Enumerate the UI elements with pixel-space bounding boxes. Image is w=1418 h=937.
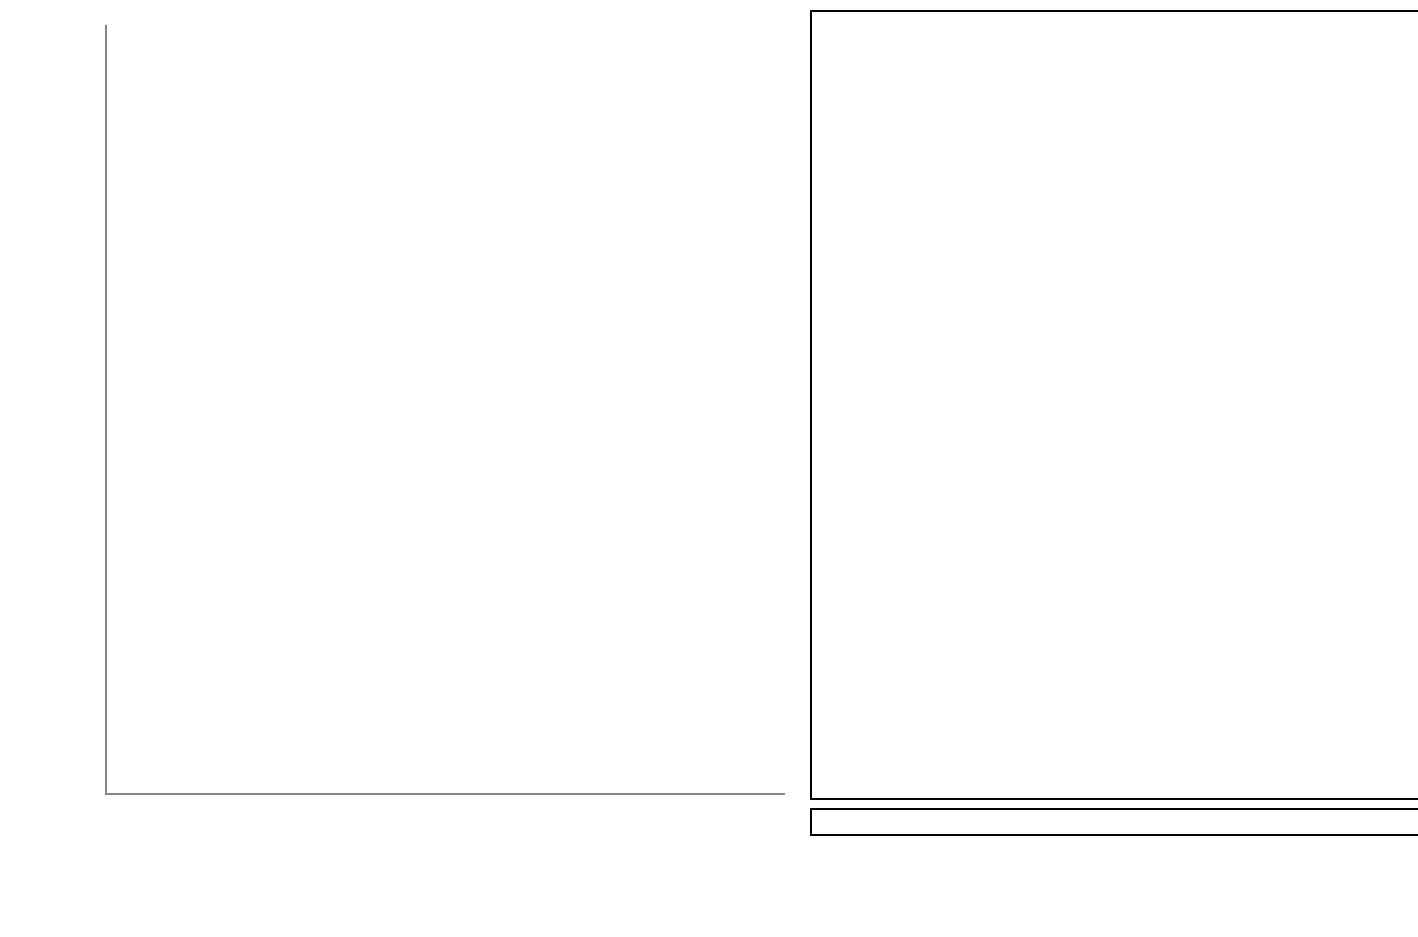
colony-image-grid [810, 10, 1418, 800]
plot-area [105, 25, 785, 795]
right-panel [810, 10, 1418, 927]
bar-chart-panel [10, 10, 810, 927]
legend [810, 808, 1418, 836]
figure [10, 10, 1418, 927]
